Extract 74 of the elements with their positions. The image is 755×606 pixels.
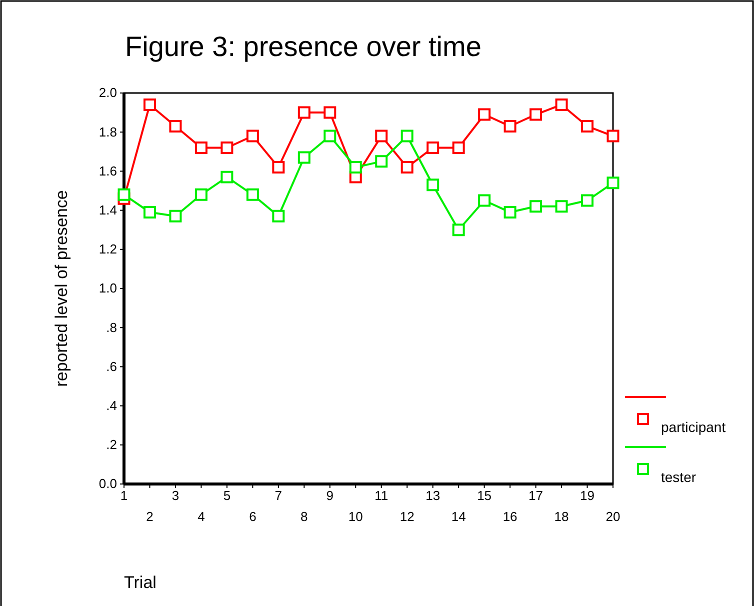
y-tick-label: 1.8 — [98, 124, 117, 140]
point — [272, 161, 285, 174]
x-tick-label: 19 — [580, 488, 594, 504]
x-tick-label: 8 — [300, 508, 308, 524]
y-tick-label: 0.0 — [98, 476, 117, 492]
x-tick-label: 7 — [274, 488, 282, 504]
point — [298, 106, 310, 119]
y-axis-title: reported level of presence — [52, 190, 71, 387]
point — [478, 108, 491, 121]
point — [349, 161, 362, 174]
x-tick-label: 10 — [348, 508, 363, 524]
y-tick-label: 1.4 — [98, 202, 117, 218]
x-axis-title: Trial — [124, 573, 156, 592]
chart-title: Figure 3: presence over time — [125, 31, 482, 62]
point — [581, 120, 594, 132]
x-tick-label: 15 — [477, 488, 492, 504]
point — [478, 194, 491, 207]
y-tick-label: 1.0 — [98, 280, 117, 296]
point — [324, 106, 336, 119]
legend-label: participant — [661, 419, 726, 435]
point — [118, 188, 130, 201]
point — [143, 98, 156, 111]
point — [220, 170, 234, 184]
x-tick-label: 14 — [451, 508, 466, 524]
x-tick-label: 2 — [146, 508, 154, 524]
point — [194, 188, 208, 201]
point — [246, 130, 259, 142]
x-tick-label: 4 — [198, 508, 205, 524]
point — [400, 161, 414, 174]
point — [555, 200, 568, 213]
y-tick-label: .6 — [106, 358, 117, 374]
point — [426, 178, 440, 192]
point — [143, 206, 156, 218]
x-tick-label: 12 — [400, 508, 414, 524]
point — [530, 108, 542, 121]
x-tick-label: 20 — [606, 508, 620, 524]
legend-label: tester — [661, 469, 696, 485]
x-tick-label: 18 — [554, 508, 569, 524]
x-tick-label: 9 — [326, 488, 334, 504]
x-tick-label: 13 — [426, 488, 440, 504]
point — [530, 200, 542, 213]
point — [555, 98, 568, 111]
x-tick-label: 5 — [223, 488, 231, 504]
point — [504, 120, 516, 132]
x-tick-label: 16 — [502, 508, 518, 524]
point — [400, 130, 414, 142]
x-tick-label: 1 — [120, 488, 128, 504]
point — [606, 176, 620, 190]
x-tick-label: 6 — [249, 508, 256, 524]
y-tick-label: 1.6 — [98, 163, 117, 178]
point — [504, 206, 516, 218]
point — [606, 130, 620, 142]
point — [169, 120, 182, 132]
point — [452, 141, 465, 154]
point — [246, 188, 259, 201]
x-tick-label: 3 — [172, 488, 180, 504]
x-tick-label: 17 — [528, 488, 544, 504]
point — [194, 141, 208, 154]
point — [298, 151, 310, 164]
point — [220, 141, 234, 154]
point — [426, 141, 440, 154]
point — [581, 194, 594, 207]
point — [169, 210, 182, 222]
y-tick-label: .2 — [106, 437, 117, 452]
y-tick-label: 2.0 — [98, 85, 117, 100]
y-tick-label: .4 — [106, 398, 117, 413]
point — [375, 130, 388, 142]
x-tick-label: 11 — [374, 488, 388, 504]
point — [272, 210, 285, 222]
y-tick-label: .8 — [106, 320, 117, 335]
point — [324, 130, 336, 142]
y-tick-label: 1.2 — [98, 242, 117, 257]
point — [452, 224, 465, 236]
point — [375, 155, 388, 168]
